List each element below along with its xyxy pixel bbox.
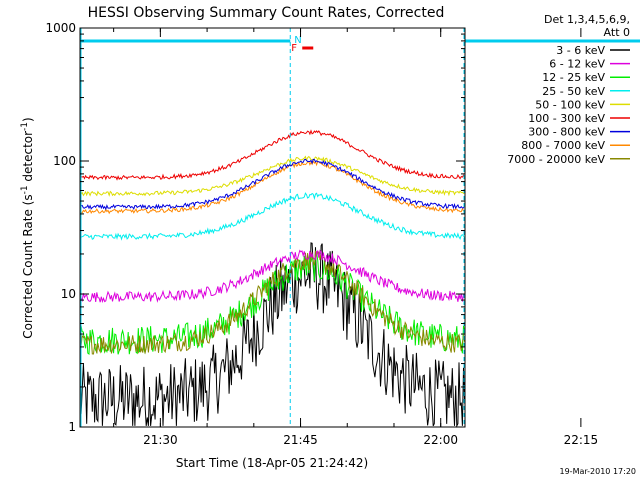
y-axis-label: Corrected Count Rate (s-1 detector-1) xyxy=(20,117,35,338)
x-tick-label: 22:15 xyxy=(564,433,599,447)
legend-header-line2: Att 0 xyxy=(604,26,630,39)
x-tick-label: 21:30 xyxy=(143,433,178,447)
series-line xyxy=(79,159,465,215)
series-line xyxy=(79,242,466,428)
series-line xyxy=(79,249,465,304)
y-tick-label: 1000 xyxy=(45,21,76,35)
legend-label: 800 - 7000 keV xyxy=(521,139,605,152)
timestamp: 19-Mar-2010 17:20 xyxy=(560,467,637,476)
legend-label: 50 - 100 keV xyxy=(535,98,605,111)
legend-label: 300 - 800 keV xyxy=(528,126,605,139)
series-line xyxy=(79,250,466,355)
series-lines xyxy=(79,129,466,428)
attenuator-flags: NF xyxy=(80,35,640,54)
series-line xyxy=(79,129,466,181)
series-line xyxy=(79,192,466,241)
y-axis-label-sup1: -1 xyxy=(20,185,30,194)
y-tick-label: 1 xyxy=(68,420,76,434)
series-line xyxy=(79,251,466,355)
plot-frame xyxy=(79,27,466,428)
x-tick-label: 21:45 xyxy=(283,433,318,447)
y-axis-label-mid: detector xyxy=(21,131,35,186)
legend-label: 25 - 50 keV xyxy=(542,85,605,98)
legend-label: 100 - 300 keV xyxy=(528,112,605,125)
x-tick-label: 22:00 xyxy=(423,433,458,447)
series-line xyxy=(79,155,465,197)
y-axis-ticks: 1 10 100 1000 xyxy=(45,21,465,434)
legend-label: 12 - 25 keV xyxy=(542,71,605,84)
legend-label: 6 - 12 keV xyxy=(549,58,605,71)
series-line xyxy=(79,158,466,211)
flare-flag-label: F xyxy=(291,43,297,54)
x-axis-label: Start Time (18-Apr-05 21:24:42) xyxy=(176,456,368,470)
night-boundary-lines xyxy=(80,28,465,427)
y-tick-label: 10 xyxy=(61,287,76,301)
y-axis-label-sup2: -1 xyxy=(20,122,30,131)
chart-title: HESSI Observing Summary Count Rates, Cor… xyxy=(88,5,445,21)
legend-label: 7000 - 20000 keV xyxy=(507,153,605,166)
legend-header-line1: Det 1,3,4,5,6,9, xyxy=(544,13,630,26)
night-flag-label: N xyxy=(294,35,301,46)
y-axis-label-end: ) xyxy=(21,117,35,122)
legend-label: 3 - 6 keV xyxy=(556,44,605,57)
y-axis-label-main: Corrected Count Rate (s xyxy=(21,194,35,338)
y-tick-label: 100 xyxy=(53,154,76,168)
